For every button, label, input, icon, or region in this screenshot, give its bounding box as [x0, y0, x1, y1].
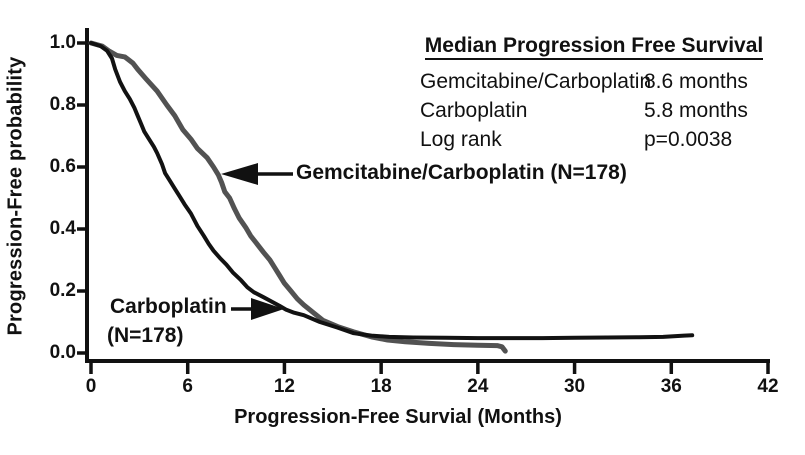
x-axis-ticks [89, 361, 770, 374]
stats-row-gemcitabine: Gemcitabine/Carboplatin 8.6 months [420, 67, 768, 96]
gem-annotation-arrow [221, 163, 293, 185]
stats-row-value: p=0.0038 [644, 128, 733, 151]
curve-carboplatin [89, 41, 695, 341]
survival-curves [88, 40, 695, 354]
y-tick-label: 0.6 [49, 156, 76, 177]
stats-row-label: Carboplatin [420, 99, 528, 122]
stats-row-carboplatin: Carboplatin 5.8 months [420, 96, 768, 125]
x-tick-label: 30 [563, 376, 586, 397]
x-tick-label: 0 [85, 376, 97, 397]
carb-curve-label-n: (N=178) [107, 324, 184, 347]
x-tick-label: 6 [182, 376, 193, 397]
y-tick-label: 0.4 [49, 218, 76, 239]
y-tick-label: 0.2 [49, 280, 76, 301]
stats-row-value: 5.8 months [644, 99, 748, 122]
x-tick-label: 12 [273, 376, 295, 397]
stats-row-logrank: Log rank p=0.0038 [420, 125, 768, 154]
x-axis-title: Progression-Free Survial (Months) [234, 406, 562, 428]
gem-curve-label: Gemcitabine/Carboplatin (N=178) [296, 161, 627, 184]
stats-row-value: 8.6 months [644, 70, 748, 93]
x-tick-label: 36 [660, 376, 682, 397]
carb-annotation-arrow [231, 298, 284, 320]
curve-gemcitabine-carboplatin [88, 40, 508, 354]
y-axis-ticks [77, 41, 87, 355]
stats-box-title: Median Progression Free Survival [420, 31, 768, 60]
stats-row-label: Log rank [420, 128, 502, 151]
x-tick-label: 24 [467, 376, 489, 397]
stats-row-label: Gemcitabine/Carboplatin [420, 70, 652, 93]
y-tick-label: 1.0 [49, 32, 76, 53]
x-tick-label: 42 [757, 376, 779, 397]
y-tick-label: 0.8 [49, 94, 76, 115]
y-tick-label: 0.0 [49, 342, 76, 363]
carb-curve-label: Carboplatin [110, 295, 227, 318]
x-tick-label: 18 [370, 376, 392, 397]
median-survival-stats-box: Median Progression Free Survival Gemcita… [420, 31, 768, 154]
